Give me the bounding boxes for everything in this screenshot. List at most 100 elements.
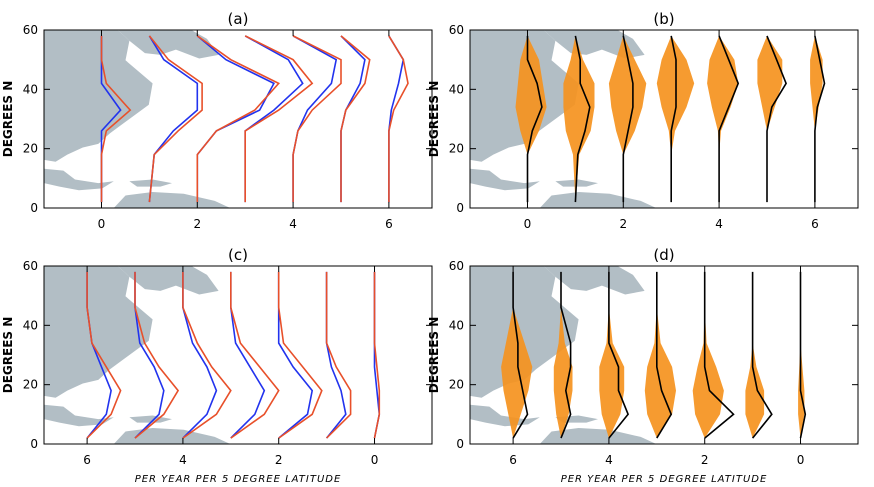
y-axis-label: DEGREES N: [1, 81, 15, 158]
y-tick-label: 60: [23, 23, 38, 37]
spread-fill: [608, 35, 647, 203]
land-shape: [539, 428, 657, 444]
black-profile: [814, 35, 826, 203]
land-shape: [44, 168, 114, 191]
x-tick-label: 6: [83, 453, 91, 467]
plot-frame: [43, 265, 433, 445]
plot-area: [470, 30, 826, 208]
plot-area: [470, 266, 807, 444]
land-shape: [470, 168, 540, 191]
y-axis-label: DEGREES N: [427, 81, 441, 158]
land-shape: [539, 192, 657, 208]
land-shape: [117, 30, 219, 59]
red-profile: [340, 35, 371, 203]
y-tick-label: 40: [449, 318, 464, 332]
black-profile: [703, 271, 735, 439]
black-profile: [799, 271, 807, 439]
black-profile: [622, 35, 634, 203]
x-tick-label: 0: [797, 453, 805, 467]
panel-title: (a): [228, 10, 249, 28]
black-profile: [655, 271, 673, 439]
land-shape: [470, 404, 540, 427]
spread-fill: [599, 271, 625, 439]
panel-title: (c): [228, 246, 248, 264]
red-profile: [373, 271, 381, 439]
y-tick-label: 0: [456, 437, 464, 451]
x-axis-label: PER YEAR PER 5 DEGREE LATITUDE: [135, 474, 342, 485]
land-shape: [44, 404, 114, 427]
red-profile: [388, 35, 409, 203]
land-shape: [117, 266, 219, 295]
black-profile: [766, 35, 787, 203]
land-shape: [543, 266, 645, 295]
x-tick-label: 6: [811, 217, 819, 231]
black-profile: [512, 271, 529, 439]
panel-title: (d): [653, 246, 674, 264]
spread-fill: [563, 35, 595, 203]
y-tick-label: 40: [23, 318, 38, 332]
x-tick-label: 0: [371, 453, 379, 467]
red-profile: [182, 271, 232, 439]
black-profile: [526, 35, 543, 203]
y-axis-label: DEGREES N: [427, 317, 441, 394]
spread-fill: [707, 35, 739, 203]
x-tick-label: 2: [701, 453, 709, 467]
blue-profile: [182, 271, 218, 439]
red-profile: [244, 35, 314, 203]
land-shape: [44, 266, 153, 398]
land-shape: [113, 192, 231, 208]
black-profile: [608, 271, 630, 439]
red-profile: [148, 35, 203, 203]
red-profile: [100, 35, 132, 203]
black-profile: [751, 271, 773, 439]
plot-area: [44, 266, 381, 444]
x-tick-label: 6: [509, 453, 517, 467]
land-shape: [470, 266, 579, 398]
plot-area: [44, 30, 409, 208]
y-tick-label: 20: [449, 378, 464, 392]
x-axis-label: PER YEAR PER 5 DEGREE LATITUDE: [561, 474, 768, 485]
blue-profile: [230, 271, 266, 439]
y-tick-label: 20: [23, 378, 38, 392]
black-profile: [670, 35, 677, 203]
y-tick-label: 40: [449, 82, 464, 96]
spread-fill: [553, 271, 573, 439]
y-tick-label: 0: [30, 437, 38, 451]
plot-frame: [469, 29, 859, 209]
x-tick-label: 6: [385, 217, 393, 231]
y-tick-label: 20: [449, 142, 464, 156]
panel-title: (b): [653, 10, 674, 28]
panel-b: 0 20 40 60 0 2 4 6 (b) DEGREES N: [427, 10, 859, 231]
y-axis-label: DEGREES N: [1, 317, 15, 394]
spread-fill: [692, 271, 724, 439]
x-tick-label: 2: [193, 217, 201, 231]
black-profile: [560, 271, 572, 439]
red-profile: [230, 271, 280, 439]
x-tick-label: 4: [715, 217, 723, 231]
red-profile: [86, 271, 122, 439]
panel-a: 0 20 40 60 0 2 4 6 (a) DEGREES N: [1, 10, 433, 231]
blue-profile: [325, 271, 347, 439]
blue-profile: [277, 271, 314, 439]
red-profile: [325, 271, 352, 439]
x-tick-label: 0: [524, 217, 532, 231]
y-tick-label: 0: [456, 201, 464, 215]
y-tick-label: 60: [23, 259, 38, 273]
x-tick-label: 2: [275, 453, 283, 467]
x-tick-label: 0: [98, 217, 106, 231]
red-profile: [292, 35, 342, 203]
spread-fill: [745, 271, 765, 439]
red-profile: [134, 271, 180, 439]
black-profile: [718, 35, 740, 203]
land-shape: [44, 30, 153, 162]
plot-frame: [469, 265, 859, 445]
blue-profile: [148, 35, 199, 203]
blue-profile: [292, 35, 338, 203]
blue-profile: [134, 271, 165, 439]
plot-frame: [43, 29, 433, 209]
red-profile: [196, 35, 280, 203]
spread-fill: [515, 35, 547, 203]
